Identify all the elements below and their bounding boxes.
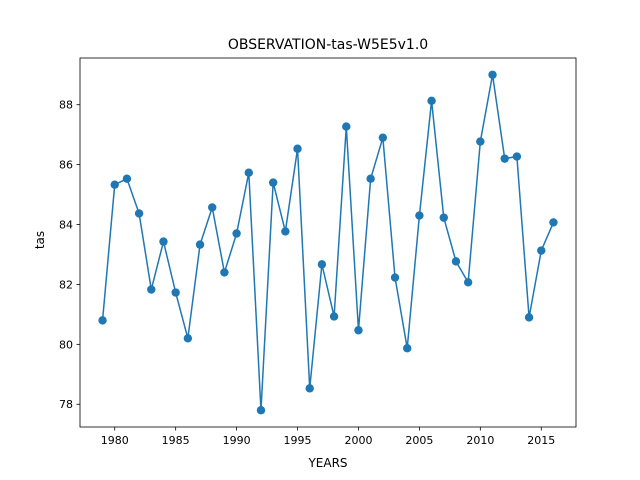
data-point [110,180,119,189]
data-point [159,237,168,246]
x-tick-label: 2015 [527,434,555,447]
y-tick-label: 88 [59,99,73,112]
data-point [134,209,144,218]
data-point [244,168,253,177]
data-point [403,344,412,353]
data-point [390,273,400,282]
data-point [524,313,534,322]
y-axis-label: tas [33,231,47,249]
y-tick-label: 84 [59,219,73,232]
data-point [427,96,436,106]
y-tick-label: 82 [59,278,73,291]
data-point [220,268,229,277]
data-point [342,122,351,131]
plot-area [79,57,577,428]
x-tick-label: 2010 [466,434,494,447]
data-point [366,174,375,183]
data-point [439,213,448,222]
data-point [293,144,302,153]
y-axis: 78 80 82 84 86 88 [59,99,80,411]
data-point [122,174,132,183]
data-point [488,70,497,79]
x-tick-label: 1985 [162,434,190,447]
data-point [208,203,217,212]
data-point [256,406,266,415]
x-tick-label: 1980 [101,434,129,447]
y-tick-label: 80 [59,338,73,351]
data-point [281,227,290,236]
data-point [378,133,388,142]
plot-frame [79,57,577,428]
data-point [171,288,180,297]
data-point [512,152,522,161]
x-tick-label: 2005 [405,434,433,447]
data-point [476,137,485,146]
chart-title: OBSERVATION-tas-W5E5v1.0 [228,37,428,53]
x-tick-label: 2000 [344,434,372,447]
data-point [537,246,546,255]
data-point [354,326,363,335]
y-tick-label: 86 [59,159,73,172]
x-tick-label: 1995 [284,434,312,447]
series-line [101,74,555,411]
x-tick-label: 1990 [223,434,251,447]
data-point [415,211,424,220]
x-axis: 1980 1985 1990 1995 2000 2005 2010 2015 [101,427,555,447]
data-point [500,154,509,163]
data-point [195,240,205,249]
y-tick-label: 78 [59,398,73,411]
data-point [549,218,558,227]
data-point [305,384,314,393]
data-point [329,312,339,321]
data-point [183,334,193,343]
data-point [147,285,156,294]
data-point [317,260,327,269]
data-point [451,257,461,266]
data-point [268,178,278,187]
data-point [463,278,473,287]
data-point [98,316,107,325]
x-axis-label: YEARS [307,456,347,470]
data-point [232,229,241,238]
